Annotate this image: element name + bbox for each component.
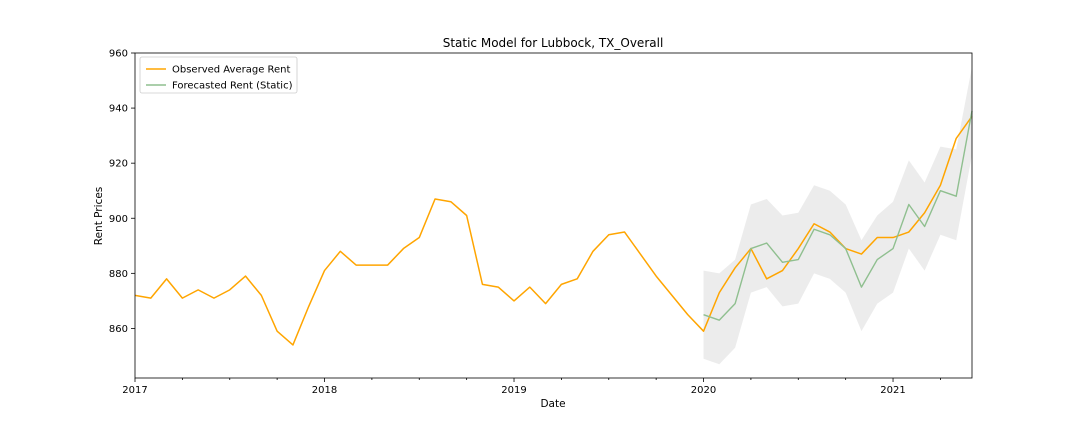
x-axis-ticks: 2017 2018 2019 2020 2021 [122,378,941,396]
y-tick-label: 860 [109,324,128,335]
confidence-band-layer [703,66,972,365]
x-tick-label: 2018 [312,385,337,396]
y-axis-ticks: 860 880 900 920 940 960 [109,49,135,335]
x-tick-label: 2020 [691,385,716,396]
series-line-1 [703,110,973,321]
y-tick-label: 900 [109,214,128,225]
x-tick-label: 2021 [880,385,905,396]
plot-area-frame [134,52,973,379]
y-tick-label: 940 [109,104,128,115]
confidence-band [703,66,972,365]
chart-title: Static Model for Lubbock, TX_Overall [443,36,664,50]
x-tick-label: 2017 [122,385,147,396]
legend: Observed Average Rent Forecasted Rent (St… [139,56,298,94]
legend-box [139,56,298,94]
y-tick-label: 960 [109,49,128,60]
y-tick-label: 880 [109,269,128,280]
y-tick-label: 920 [109,159,128,170]
legend-label-1: Forecasted Rent (Static) [172,81,293,92]
x-tick-label: 2019 [501,385,526,396]
x-axis-label: Date [540,398,565,410]
series-lines-layer [134,110,973,346]
y-axis-label: Rent Prices [93,187,105,245]
legend-label-0: Observed Average Rent [172,65,291,76]
series-line-0 [134,115,973,346]
